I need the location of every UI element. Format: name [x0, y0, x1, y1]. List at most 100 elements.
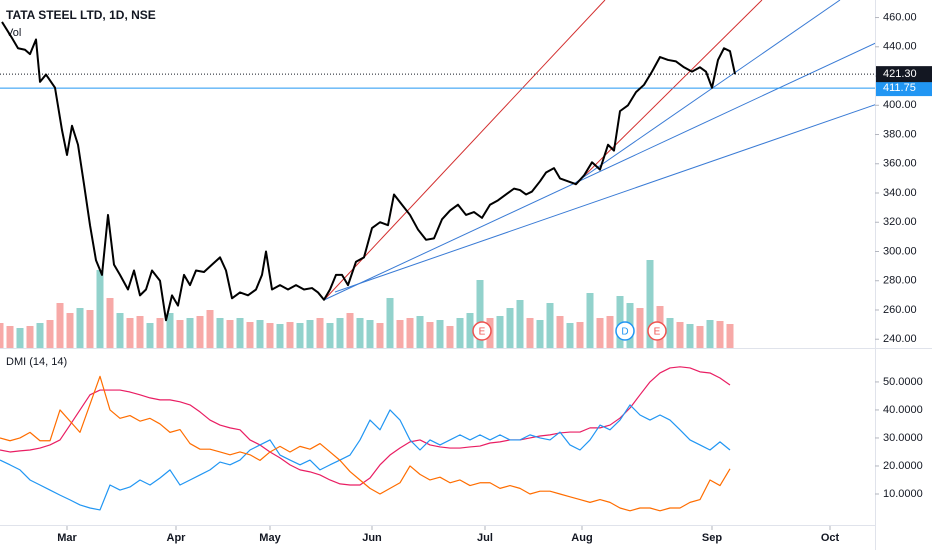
volume-bar: [286, 322, 294, 348]
price-label-box: [876, 66, 932, 83]
x-tick-label: Mar: [57, 532, 77, 544]
volume-bar: [516, 300, 524, 348]
volume-bar: [206, 310, 214, 348]
volume-bar: [636, 308, 644, 348]
volume-bar: [456, 318, 464, 348]
volume-bar: [126, 318, 134, 348]
y-tick-label: 40.0000: [883, 404, 923, 416]
y-tick-label: 20.0000: [883, 460, 923, 472]
volume-bar: [356, 318, 364, 348]
trendline: [323, 0, 606, 301]
event-label: E: [479, 327, 486, 338]
volume-bar: [426, 322, 434, 348]
volume-bar: [546, 303, 554, 348]
series-line: [0, 366, 731, 486]
volume-bar: [176, 320, 184, 348]
y-tick-label: 10.0000: [883, 488, 923, 500]
volume-bar: [436, 320, 444, 348]
y-tick-label: 30.0000: [883, 432, 923, 444]
volume-bar: [346, 313, 354, 348]
y-tick-label: 440.00: [883, 41, 917, 53]
volume-bar: [536, 320, 544, 348]
y-tick-label: 280.00: [883, 275, 917, 287]
volume-bar: [646, 260, 654, 348]
y-tick-label: 50.0000: [883, 376, 923, 388]
y-tick-label: 260.00: [883, 304, 917, 316]
volume-bar: [16, 328, 24, 348]
volume-bar: [506, 308, 514, 348]
volume-bar: [76, 308, 84, 348]
volume-bar: [336, 318, 344, 348]
price-label: 421.30: [883, 68, 917, 80]
volume-bar: [396, 320, 404, 348]
volume-bar: [266, 323, 274, 348]
volume-bar: [186, 318, 194, 348]
x-tick-label: Apr: [167, 532, 187, 544]
event-label: E: [654, 327, 661, 338]
volume-bar: [446, 326, 454, 348]
x-tick-label: Jun: [362, 532, 382, 544]
x-tick-label: May: [259, 532, 281, 544]
event-marker: [615, 321, 635, 341]
volume-bar: [56, 303, 64, 348]
chart-title: TATA STEEL LTD, 1D, NSE: [6, 8, 156, 22]
y-tick-label: 380.00: [883, 128, 917, 140]
volume-bar: [36, 323, 44, 348]
series-line: [0, 375, 731, 512]
y-tick-label: 240.00: [883, 333, 917, 345]
trendline: [323, 42, 875, 301]
volume-bar: [496, 316, 504, 348]
price-label-box: [876, 80, 932, 97]
volume-bar: [526, 318, 534, 348]
volume-bar: [96, 270, 104, 348]
volume-bar: [376, 323, 384, 348]
volume-bar: [726, 324, 734, 348]
y-tick-label: 340.00: [883, 187, 917, 199]
price-label: 411.75: [883, 82, 916, 94]
volume-bar: [576, 322, 584, 348]
volume-bar: [26, 326, 34, 348]
trendlines: [323, 0, 875, 301]
volume-bar: [46, 320, 54, 348]
volume-bar: [386, 298, 394, 348]
volume-bar: [416, 316, 424, 348]
volume-bar: [166, 313, 174, 348]
volume-bar: [276, 324, 284, 348]
volume-bar: [706, 320, 714, 348]
volume-bar: [306, 320, 314, 348]
indicator-title: DMI (14, 14): [6, 356, 67, 368]
volume-bar: [566, 323, 574, 348]
y-tick-label: 460.00: [883, 11, 917, 23]
x-tick-label: Oct: [821, 532, 840, 544]
volume-bar: [116, 313, 124, 348]
y-tick-label: 400.00: [883, 99, 917, 111]
volume-bar: [666, 318, 674, 348]
volume-bar: [296, 323, 304, 348]
event-marker: [472, 321, 492, 341]
y-tick-label: 320.00: [883, 216, 917, 228]
volume-bar: [406, 318, 414, 348]
volume-bar: [616, 296, 624, 348]
volume-bar: [256, 320, 264, 348]
volume-bar: [316, 318, 324, 348]
x-tick-label: Sep: [702, 532, 722, 544]
volume-bar: [106, 298, 114, 348]
volume-bar: [196, 316, 204, 348]
volume-bar: [136, 316, 144, 348]
event-marker: [647, 321, 667, 341]
volume-bar: [226, 320, 234, 348]
x-tick-label: Aug: [571, 532, 592, 544]
x-tick-label: Jul: [477, 532, 493, 544]
series-line: [0, 404, 731, 511]
volume-bar: [0, 323, 4, 348]
volume-bar: [366, 320, 374, 348]
volume-bar: [676, 322, 684, 348]
volume-bar: [556, 316, 564, 348]
volume-bar: [216, 318, 224, 348]
trendline: [334, 104, 875, 293]
volume-bar: [326, 323, 334, 348]
volume-bar: [86, 310, 94, 348]
event-label: D: [621, 327, 628, 338]
